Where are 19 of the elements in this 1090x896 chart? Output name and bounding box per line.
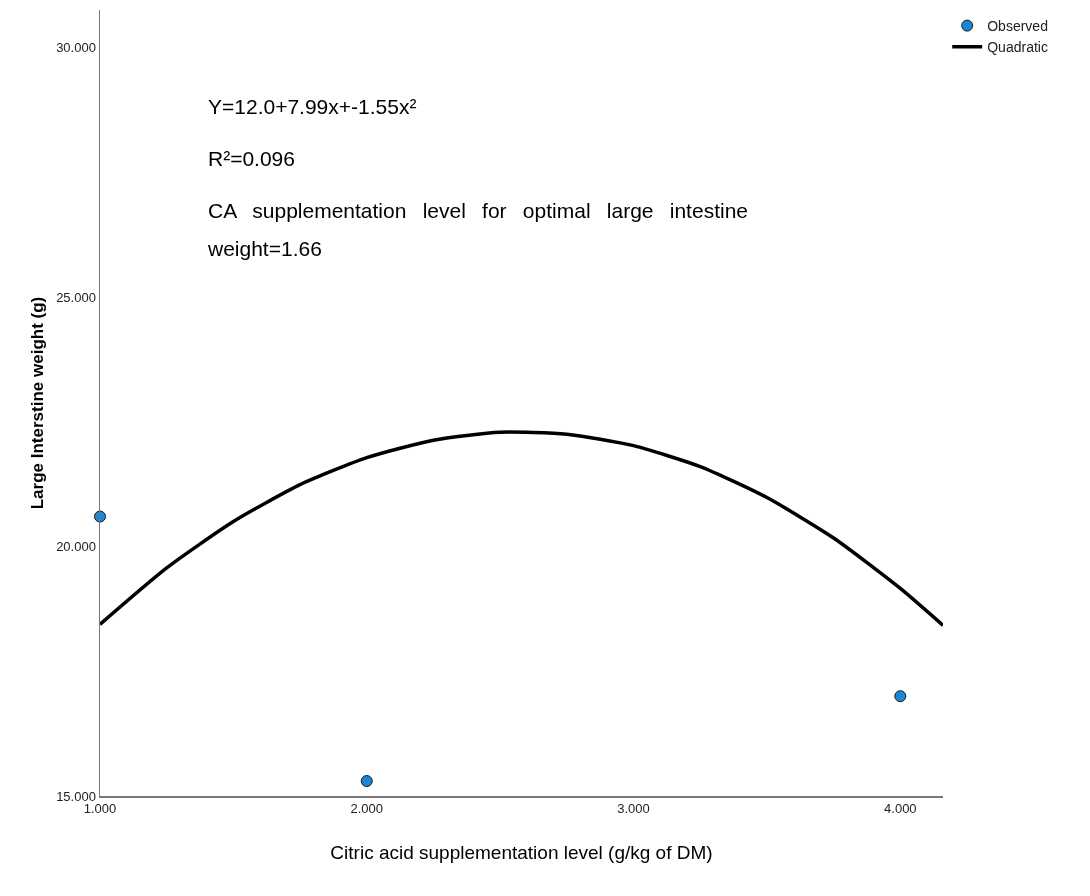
x-tick-label: 1.000 — [83, 801, 117, 817]
legend-label: Quadratic — [987, 39, 1048, 56]
point — [94, 510, 106, 523]
annotation: Y=12.0+7.99x+-1.55x² — [208, 94, 418, 120]
y-tick-label: 15.000 — [56, 788, 96, 804]
line-series — [100, 430, 943, 628]
y-axis-title: Large Interstine weight (g) — [27, 296, 47, 510]
annotation: R²=0.096 — [208, 146, 296, 172]
x-tick-label: 2.000 — [350, 801, 384, 817]
y-tick-label: 30.000 — [56, 39, 96, 55]
x-tick-label: 3.000 — [617, 801, 650, 817]
legend-label: Observed — [987, 18, 1048, 35]
x-tick-label: 4.000 — [884, 801, 917, 817]
annotation: CA supplementation level for optimal large intestine weight=1.66 — [208, 198, 748, 262]
point — [360, 775, 373, 788]
y-tick-label: 20.000 — [56, 539, 96, 555]
y-tick-label: 25.000 — [56, 289, 96, 305]
point — [894, 690, 907, 703]
x-axis-title: Citric acid supplementation level (g/kg of DM) — [330, 841, 713, 863]
